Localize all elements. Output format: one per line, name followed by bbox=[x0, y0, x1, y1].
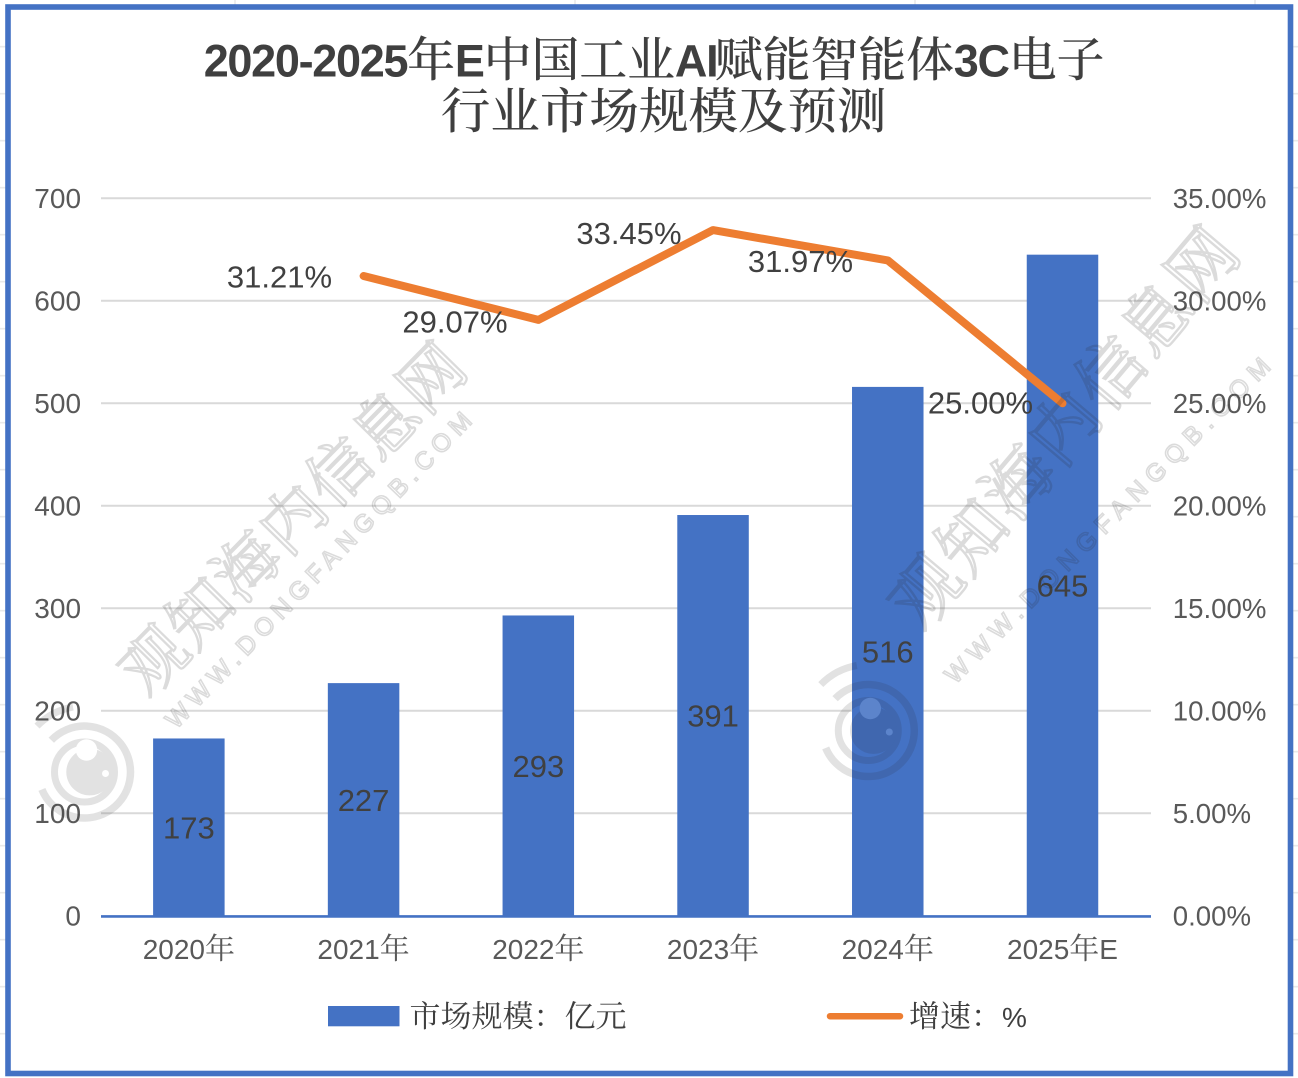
svg-text:0: 0 bbox=[65, 901, 81, 932]
svg-text:2025: 2025 bbox=[1007, 934, 1069, 965]
svg-text:E: E bbox=[1099, 934, 1118, 965]
svg-text:33.45%: 33.45% bbox=[576, 216, 681, 251]
svg-text:200: 200 bbox=[34, 696, 81, 727]
svg-text:600: 600 bbox=[34, 286, 81, 317]
svg-text:2021: 2021 bbox=[317, 934, 379, 965]
svg-text:%: % bbox=[1002, 1002, 1027, 1033]
svg-text:2020: 2020 bbox=[143, 934, 205, 965]
svg-text:227: 227 bbox=[338, 783, 390, 818]
svg-text:2022: 2022 bbox=[492, 934, 554, 965]
svg-text:3C: 3C bbox=[954, 36, 1010, 87]
svg-text:645: 645 bbox=[1037, 569, 1089, 604]
svg-text:25.00%: 25.00% bbox=[1173, 388, 1267, 419]
svg-text:391: 391 bbox=[687, 699, 739, 734]
svg-text:293: 293 bbox=[513, 749, 565, 784]
svg-text:0.00%: 0.00% bbox=[1173, 901, 1251, 932]
svg-text:31.21%: 31.21% bbox=[227, 259, 332, 294]
svg-text:516: 516 bbox=[862, 635, 914, 670]
svg-text:15.00%: 15.00% bbox=[1173, 593, 1267, 624]
svg-text:31.97%: 31.97% bbox=[748, 244, 853, 279]
svg-text:25.00%: 25.00% bbox=[928, 385, 1033, 420]
svg-text:5.00%: 5.00% bbox=[1173, 798, 1251, 829]
svg-text:AI: AI bbox=[675, 36, 717, 87]
svg-text:29.07%: 29.07% bbox=[402, 304, 507, 339]
svg-text:500: 500 bbox=[34, 388, 81, 419]
svg-text:35.00%: 35.00% bbox=[1173, 183, 1267, 214]
svg-text:2020-2025: 2020-2025 bbox=[204, 36, 408, 87]
svg-text:173: 173 bbox=[163, 810, 215, 845]
svg-text:E: E bbox=[455, 36, 484, 87]
svg-text:2024: 2024 bbox=[842, 934, 904, 965]
svg-text:2023: 2023 bbox=[667, 934, 729, 965]
svg-text:30.00%: 30.00% bbox=[1173, 286, 1267, 317]
svg-text:20.00%: 20.00% bbox=[1173, 491, 1267, 522]
svg-text:300: 300 bbox=[34, 593, 81, 624]
svg-text:400: 400 bbox=[34, 491, 81, 522]
svg-text:100: 100 bbox=[34, 798, 81, 829]
svg-text:700: 700 bbox=[34, 183, 81, 214]
svg-text:10.00%: 10.00% bbox=[1173, 696, 1267, 727]
